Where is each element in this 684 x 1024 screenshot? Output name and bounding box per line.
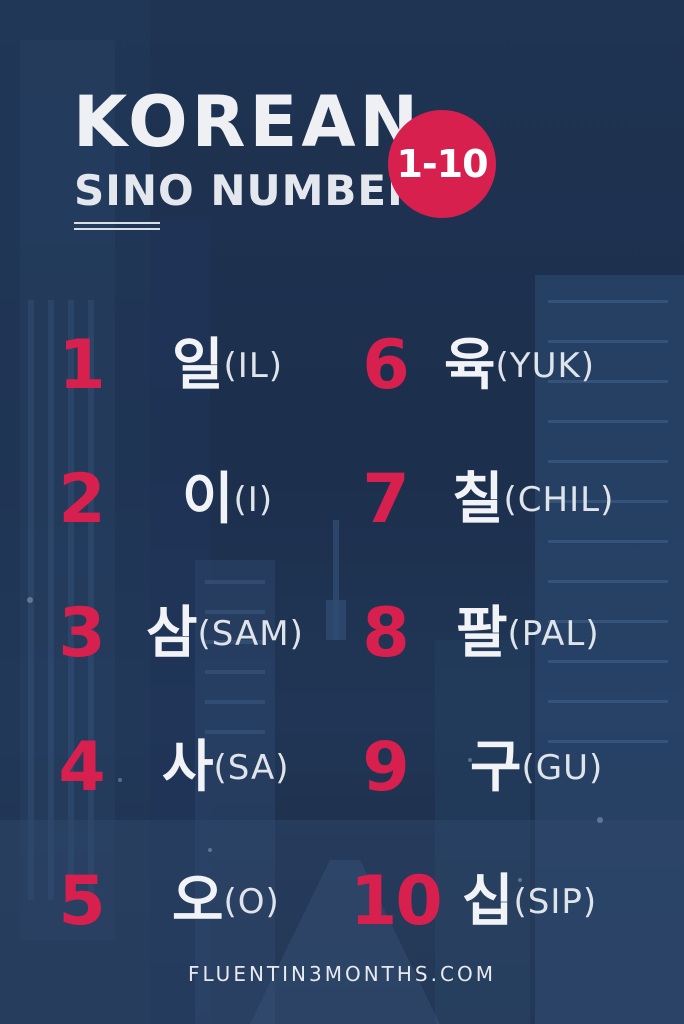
number-word-8: 팔(PAL): [456, 594, 600, 674]
title-sub: SINO NUMBERS: [74, 166, 452, 215]
website-url: FLUENTIN3MONTHS.COM: [188, 962, 496, 986]
romanization-5: (O): [223, 882, 280, 922]
hangul-4: 사: [162, 735, 214, 800]
hangul-7: 칠: [452, 467, 504, 532]
numeral-7: 7: [362, 460, 410, 539]
romanization-8: (PAL): [507, 614, 600, 654]
hangul-6: 육: [444, 333, 496, 398]
title-underline-top: [74, 222, 160, 224]
numeral-2: 2: [58, 460, 106, 539]
hangul-9: 구: [470, 735, 522, 800]
numeral-4: 4: [58, 728, 106, 807]
number-word-9: 구(GU): [470, 728, 603, 808]
romanization-4: (SA): [213, 748, 290, 788]
numeral-3: 3: [58, 594, 106, 673]
numeral-10: 10: [350, 862, 443, 941]
romanization-2: (I): [233, 480, 274, 520]
number-word-1: 일(IL): [172, 326, 283, 406]
number-word-2: 이(I): [182, 460, 273, 540]
hangul-10: 십: [462, 869, 514, 934]
romanization-3: (SAM): [197, 614, 304, 654]
hangul-2: 이: [182, 467, 234, 532]
range-badge: 1-10: [388, 110, 496, 218]
number-word-5: 오(O): [172, 862, 280, 942]
romanization-6: (YUK): [495, 346, 596, 386]
number-word-4: 사(SA): [162, 728, 290, 808]
numeral-1: 1: [58, 326, 106, 405]
hangul-8: 팔: [456, 601, 508, 666]
romanization-10: (SIP): [513, 882, 598, 922]
numeral-9: 9: [362, 728, 410, 807]
romanization-1: (IL): [223, 346, 284, 386]
number-word-6: 육(YUK): [444, 326, 595, 406]
number-word-10: 십(SIP): [462, 862, 597, 942]
numeral-5: 5: [58, 862, 106, 941]
number-word-7: 칠(CHIL): [452, 460, 614, 540]
numeral-8: 8: [362, 594, 410, 673]
hangul-5: 오: [172, 869, 224, 934]
hangul-1: 일: [172, 333, 224, 398]
title-underline-bottom: [74, 228, 160, 230]
title-main: KOREAN: [73, 81, 423, 163]
number-word-3: 삼(SAM): [146, 594, 304, 674]
romanization-7: (CHIL): [503, 480, 615, 520]
numeral-6: 6: [362, 326, 410, 405]
romanization-9: (GU): [521, 748, 604, 788]
hangul-3: 삼: [146, 601, 198, 666]
range-badge-label: 1-10: [396, 142, 488, 186]
